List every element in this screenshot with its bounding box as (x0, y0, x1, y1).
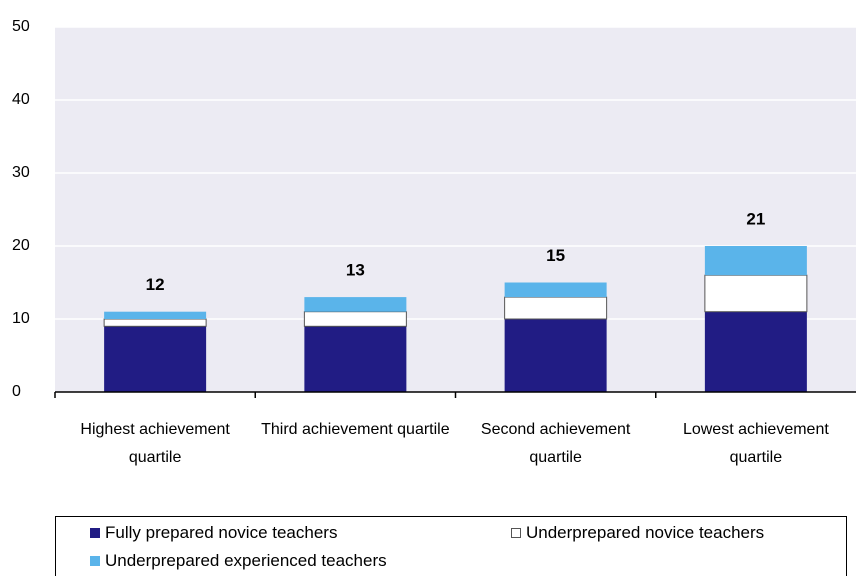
x-tick-label: Second achievement quartile (480, 421, 631, 466)
x-tick-label: Lowest achievement quartile (682, 421, 829, 466)
bar-segment (504, 319, 607, 392)
legend-item: Underprepared novice teachers (511, 523, 764, 543)
bar-segment (704, 274, 808, 313)
legend: Fully prepared novice teachers Underprepa… (55, 516, 847, 576)
y-tick-label: 50 (12, 18, 30, 35)
bar-segment (304, 297, 407, 312)
bar-segment (104, 311, 207, 319)
y-tick-label: 0 (12, 383, 21, 400)
bar-segment (504, 296, 608, 320)
legend-label: Fully prepared novice teachers (105, 523, 338, 542)
y-tick-label: 30 (12, 164, 30, 181)
legend-swatch (90, 528, 100, 538)
legend-label: Underprepared experienced teachers (105, 551, 387, 570)
bar-segment (104, 326, 207, 392)
total-label: 15 (546, 246, 565, 265)
total-label: 12 (146, 275, 165, 294)
x-tick-label: Third achievement quartile (261, 421, 450, 438)
bar-segment (704, 311, 807, 392)
y-tick-label: 10 (12, 310, 30, 327)
total-label: 13 (346, 261, 365, 280)
legend-label: Underprepared novice teachers (526, 523, 765, 542)
legend-item: Fully prepared novice teachers (90, 523, 337, 543)
bar-segment (704, 246, 807, 276)
bar-segment (303, 311, 407, 327)
bar-segment (103, 318, 207, 327)
legend-item: Underprepared experienced teachers (90, 551, 387, 571)
bar-segment (504, 282, 607, 298)
x-tick-label: Highest achievement quartile (80, 421, 230, 466)
legend-swatch (90, 556, 100, 566)
legend-swatch (511, 528, 521, 538)
y-tick-label: 20 (12, 237, 30, 254)
total-label: 21 (746, 209, 765, 228)
bar-segment (304, 326, 407, 392)
y-tick-label: 40 (12, 91, 30, 108)
